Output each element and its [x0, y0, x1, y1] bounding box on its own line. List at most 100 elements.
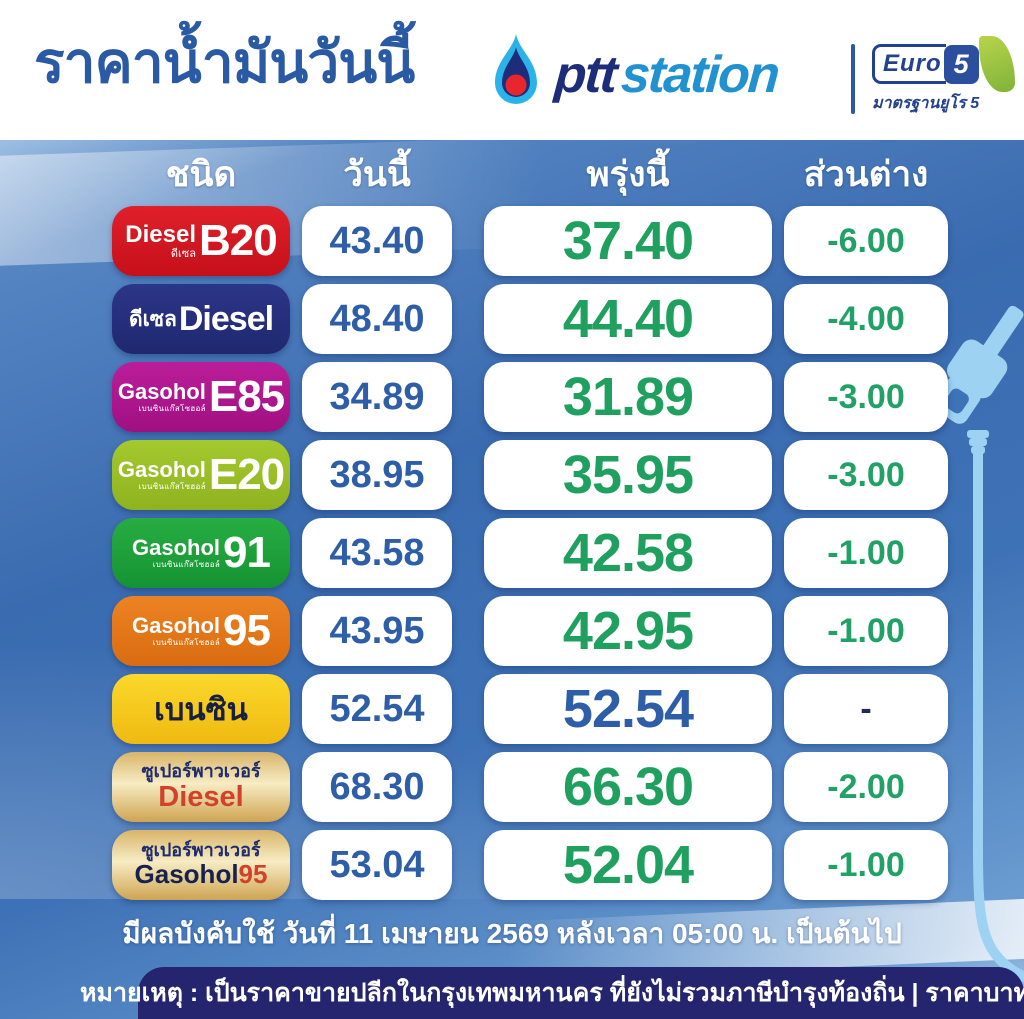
fuel-row-gasohol-91: Gasohol เบนซินแก๊สโซฮอล์ 91 43.58 42.58 -…	[112, 518, 948, 588]
euro5-leaf-icon	[979, 36, 1015, 92]
today-price-box: 52.54	[302, 674, 452, 744]
price-diff: -1.00	[827, 845, 905, 884]
fuel-badge-gasohol-95: Gasohol เบนซินแก๊สโซฮอล์ 95	[112, 596, 290, 666]
badge-en-label: Diesel	[125, 220, 196, 248]
badge-th-label: ดีเซล	[128, 307, 177, 331]
badge-code: 95	[238, 859, 268, 890]
diff-box: -1.00	[784, 830, 948, 900]
today-price: 34.89	[329, 375, 425, 418]
tomorrow-price-box: 42.58	[484, 518, 772, 588]
diff-box: -6.00	[784, 206, 948, 276]
badge-th-label: เบนซินแก๊สโซฮอล์	[152, 638, 221, 647]
header: ราคาน้ำมันวันนี้ pttstation Euro 5 มาตรฐ…	[0, 0, 1024, 140]
price-diff: -3.00	[827, 377, 905, 416]
diff-box: -3.00	[784, 362, 948, 432]
badge-code: 91	[223, 528, 271, 577]
badge-code: B20	[199, 216, 278, 265]
column-header-today: วันนี้	[343, 154, 411, 194]
tomorrow-price: 42.95	[562, 601, 694, 661]
badge-th-label: เบนซินแก๊สโซฮอล์	[138, 482, 206, 491]
fuel-row-gasohol-95: Gasohol เบนซินแก๊สโซฮอล์ 95 43.95 42.95 -…	[112, 596, 948, 666]
fuel-badge-gasohol-91: Gasohol เบนซินแก๊สโซฮอล์ 91	[112, 518, 290, 588]
tomorrow-price: 52.04	[562, 835, 694, 895]
today-price: 38.95	[329, 453, 425, 496]
fuel-row-superpower-gasohol-95: ซูเปอร์พาวเวอร์ Gasohol95 53.04 52.04 -1…	[112, 830, 948, 900]
tomorrow-price-box: 44.40	[484, 284, 772, 354]
fuel-badge-diesel-b20: Diesel ดีเซล B20	[112, 206, 290, 276]
ptt-wordmark: pttstation	[553, 45, 780, 105]
tomorrow-price: 31.89	[562, 367, 694, 427]
diff-box: -1.00	[784, 596, 948, 666]
fuel-row-diesel-b20: Diesel ดีเซล B20 43.40 37.40 -6.00	[112, 206, 948, 276]
price-diff: -3.00	[827, 455, 905, 494]
header-divider	[851, 44, 855, 114]
fuel-row-superpower-diesel: ซูเปอร์พาวเวอร์ Diesel 68.30 66.30 -2.00	[112, 752, 948, 822]
today-price: 52.54	[329, 687, 425, 730]
badge-th-label: เบนซินแก๊สโซฮอล์	[152, 560, 221, 569]
price-diff: -2.00	[827, 767, 905, 806]
badge-th-label: ดีเซล	[170, 247, 196, 260]
badge-code: E85	[208, 372, 285, 421]
badge-en-label: Gasohol	[132, 613, 221, 638]
fuel-badge-diesel: ดีเซล Diesel	[112, 284, 290, 354]
badge-en-label: Gasohol	[117, 379, 206, 404]
badge-th-label: ซูเปอร์พาวเวอร์	[141, 760, 261, 781]
euro5-logo: Euro 5	[872, 36, 1017, 92]
diff-box: -1.00	[784, 518, 948, 588]
tomorrow-price: 52.54	[562, 679, 694, 739]
tomorrow-price: 37.40	[562, 211, 694, 271]
tomorrow-price: 35.95	[562, 445, 694, 505]
fuel-badge-gasohol-e20: Gasohol เบนซินแก๊สโซฮอล์ E20	[112, 440, 290, 510]
diff-box: -	[784, 674, 948, 744]
today-price: 48.40	[329, 297, 425, 340]
footer-bar: หมายเหตุ : เป็นราคาขายปลีกในกรุงเทพมหานค…	[80, 967, 1024, 1019]
today-price: 43.95	[329, 609, 425, 652]
fuel-row-gasohol-e20: Gasohol เบนซินแก๊สโซฮอล์ E20 38.95 35.95 …	[112, 440, 948, 510]
today-price-box: 38.95	[302, 440, 452, 510]
badge-en-label: Gasohol	[134, 859, 239, 890]
euro5-badge: Euro 5 มาตรฐานยูโร 5	[872, 36, 1017, 116]
tomorrow-price-box: 66.30	[484, 752, 772, 822]
fuel-row-gasohol-e85: Gasohol เบนซินแก๊สโซฮอล์ E85 34.89 31.89 …	[112, 362, 948, 432]
today-price-box: 48.40	[302, 284, 452, 354]
price-diff: -4.00	[827, 299, 905, 338]
fuel-badge-benzine: เบนซิน	[112, 674, 290, 744]
column-header-type: ชนิด	[165, 154, 237, 194]
today-price: 68.30	[329, 765, 425, 808]
wordmark-ptt: ptt	[552, 46, 618, 104]
ptt-drop-icon	[495, 34, 537, 104]
effective-date-note: มีผลบังคับใช้ วันที่ 11 เมษายน 2569 หลัง…	[122, 918, 902, 949]
fuel-badge-gasohol-e85: Gasohol เบนซินแก๊สโซฮอล์ E85	[112, 362, 290, 432]
badge-en-label: Diesel	[178, 299, 274, 338]
footer-note: หมายเหตุ : เป็นราคาขายปลีกในกรุงเทพมหานค…	[80, 979, 1024, 1007]
today-price: 43.58	[329, 531, 425, 574]
badge-en-label: Diesel	[158, 780, 244, 813]
price-diff: -6.00	[827, 221, 905, 260]
fuel-badge-superpower-gasohol-95: ซูเปอร์พาวเวอร์ Gasohol95	[112, 830, 290, 900]
fuel-badge-superpower-diesel: ซูเปอร์พาวเวอร์ Diesel	[112, 752, 290, 822]
badge-code: 95	[223, 606, 271, 655]
today-price-box: 34.89	[302, 362, 452, 432]
fuel-row-diesel: ดีเซล Diesel 48.40 44.40 -4.00	[112, 284, 948, 354]
today-price-box: 43.40	[302, 206, 452, 276]
price-diff: -1.00	[827, 533, 905, 572]
euro5-number: 5	[943, 44, 979, 84]
tomorrow-price: 42.58	[562, 523, 694, 583]
badge-code: E20	[208, 450, 285, 499]
tomorrow-price-box: 52.04	[484, 830, 772, 900]
euro5-subtitle: มาตรฐานยูโร 5	[872, 95, 980, 112]
badge-th-label: ซูเปอร์พาวเวอร์	[141, 840, 261, 861]
today-price: 43.40	[329, 219, 425, 262]
price-diff: -	[860, 689, 872, 728]
diff-box: -2.00	[784, 752, 948, 822]
badge-th-label: เบนซินแก๊สโซฮอล์	[138, 404, 206, 413]
today-price-box: 68.30	[302, 752, 452, 822]
fuel-row-benzine: เบนซิน 52.54 52.54 -	[112, 674, 948, 744]
today-price-box: 43.58	[302, 518, 452, 588]
tomorrow-price-box: 52.54	[484, 674, 772, 744]
ptt-station-logo: pttstation	[487, 32, 780, 118]
tomorrow-price-box: 31.89	[484, 362, 772, 432]
euro5-word: Euro	[872, 44, 946, 84]
tomorrow-price-box: 35.95	[484, 440, 772, 510]
badge-th-label: เบนซิน	[154, 692, 248, 727]
